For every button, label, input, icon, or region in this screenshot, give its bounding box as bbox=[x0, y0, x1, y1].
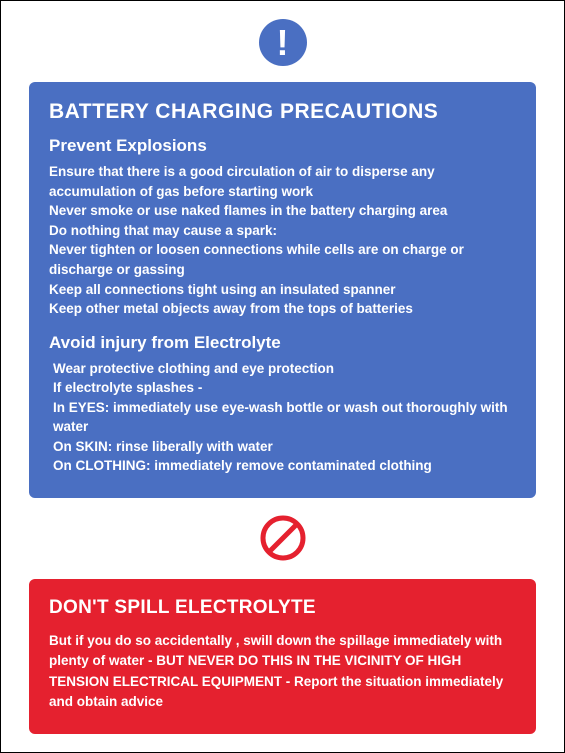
exclamation-glyph: ! bbox=[277, 25, 289, 61]
prohibition-icon bbox=[259, 514, 307, 567]
avoid-injury-text: Wear protective clothing and eye protect… bbox=[49, 359, 516, 476]
spill-title: DON'T SPILL ELECTROLYTE bbox=[49, 597, 516, 619]
precautions-title: BATTERY CHARGING PRECAUTIONS bbox=[49, 100, 516, 124]
spill-panel: DON'T SPILL ELECTROLYTE But if you do so… bbox=[29, 579, 536, 734]
prevent-explosions-heading: Prevent Explosions bbox=[49, 136, 516, 156]
mandatory-exclamation-icon: ! bbox=[259, 19, 307, 66]
prevent-explosions-text: Ensure that there is a good circulation … bbox=[49, 162, 516, 319]
avoid-injury-heading: Avoid injury from Electrolyte bbox=[49, 333, 516, 353]
spill-text: But if you do so accidentally , swill do… bbox=[49, 631, 516, 712]
precautions-panel: BATTERY CHARGING PRECAUTIONS Prevent Exp… bbox=[29, 82, 536, 498]
